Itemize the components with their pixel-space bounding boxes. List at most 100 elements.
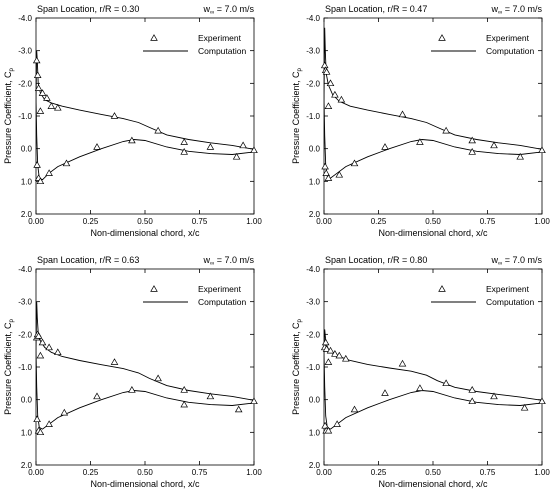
x-tick-label: 1.00 (246, 468, 262, 477)
experiment-point (326, 79, 335, 87)
experiment-point (324, 102, 333, 109)
y-axis-label: Pressure Coefficient, Cp (3, 67, 15, 163)
experiment-point (45, 420, 53, 427)
experiment-point (322, 345, 331, 352)
y-axis-label: Pressure Coefficient, Cp (3, 318, 15, 414)
experiment-point (154, 374, 162, 382)
y-tick-label: -1.0 (18, 363, 32, 372)
experiment-point (490, 141, 498, 149)
experiment-point (335, 351, 344, 359)
x-tick-label: 0.75 (480, 217, 496, 226)
experiment-point (442, 126, 450, 134)
experiment-point (468, 385, 477, 393)
chart-panel-1: Span Location, r/R = 0.30 w∞ = 7.0 m/s -4.… (3, 4, 262, 238)
computation-lower-curve (36, 99, 254, 181)
y-tick-label: -4.0 (306, 265, 320, 274)
x-tick-label: 0.50 (425, 468, 441, 477)
y-tick-label: -3.0 (306, 47, 320, 56)
experiment-point (324, 174, 333, 181)
y-tick-label: 0.0 (21, 145, 33, 154)
experiment-point (333, 420, 341, 427)
y-tick-label: -1.0 (18, 112, 32, 121)
experiment-point (38, 89, 47, 96)
y-tick-label: 0.0 (309, 396, 321, 405)
x-tick-label: 0.75 (192, 468, 208, 477)
legend-experiment: Experiment (486, 284, 530, 294)
experiment-point (381, 389, 389, 396)
experiment-point (468, 136, 477, 144)
experiment-point (36, 177, 45, 185)
experiment-point (110, 112, 119, 119)
legend-triangle-icon (438, 285, 446, 292)
experiment-point (442, 379, 450, 387)
x-tick-label: 0.50 (137, 468, 153, 477)
experiment-point (128, 385, 136, 393)
x-tick-label: 0.50 (425, 217, 441, 226)
experiment-point (33, 161, 41, 168)
experiment-point (34, 332, 43, 339)
experiment-point (33, 415, 41, 423)
legend-computation: Computation (198, 297, 246, 307)
x-tick-label: 0.00 (28, 468, 44, 477)
experiment-point (321, 421, 329, 429)
y-tick-label: -4.0 (306, 14, 320, 23)
y-tick-label: -1.0 (306, 363, 320, 372)
computation-lower-curve (324, 353, 542, 430)
y-tick-label: -2.0 (18, 330, 32, 339)
x-tick-label: 0.25 (83, 217, 99, 226)
experiment-point (490, 392, 498, 400)
x-tick-label: 1.00 (534, 468, 550, 477)
x-tick-label: 0.00 (28, 217, 44, 226)
y-tick-label: -1.0 (306, 112, 320, 121)
legend-triangle-icon (438, 34, 446, 41)
experiment-point (93, 392, 101, 400)
x-tick-label: 0.00 (316, 468, 332, 477)
experiment-point (53, 348, 62, 356)
experiment-point (350, 405, 359, 413)
experiment-point (416, 384, 424, 391)
y-tick-label: 2.0 (309, 461, 321, 470)
y-tick-label: 1.0 (309, 177, 321, 186)
y-tick-label: -4.0 (18, 265, 32, 274)
x-tick-label: 0.25 (83, 468, 99, 477)
chart-panel-2: Span Location, r/R = 0.47 w∞ = 7.0 m/s -4.… (291, 4, 550, 238)
experiment-point (538, 146, 546, 154)
y-tick-label: 1.0 (21, 428, 33, 437)
experiment-point (45, 169, 53, 176)
chart-title: Span Location, r/R = 0.80 (325, 255, 427, 265)
x-axis-label: Non-dimensional chord, x/c (378, 479, 488, 489)
experiment-point (53, 103, 62, 111)
experiment-point (62, 159, 71, 167)
experiment-point (180, 400, 189, 408)
y-tick-label: 0.0 (21, 396, 33, 405)
x-tick-label: 0.25 (371, 468, 387, 477)
legend-computation: Computation (198, 46, 246, 56)
experiment-point (335, 170, 344, 178)
experiment-point (322, 169, 331, 176)
y-tick-label: -4.0 (18, 14, 32, 23)
experiment-point (110, 358, 119, 365)
experiment-point (468, 147, 477, 155)
x-axis-label: Non-dimensional chord, x/c (90, 228, 200, 238)
y-axis-label: Pressure Coefficient, Cp (291, 67, 303, 163)
experiment-point (206, 143, 215, 150)
y-tick-label: 2.0 (309, 210, 321, 219)
experiment-point (350, 159, 359, 167)
experiment-point (520, 403, 529, 411)
y-axis-label: Pressure Coefficient, Cp (291, 318, 303, 414)
experiment-point (331, 90, 339, 98)
y-tick-label: -3.0 (18, 47, 32, 56)
experiment-point (321, 338, 330, 346)
speed-label: w∞ = 7.0 m/s (202, 4, 254, 16)
experiment-point (180, 138, 189, 145)
x-tick-label: 0.75 (192, 217, 208, 226)
experiment-point (381, 143, 389, 150)
y-tick-label: -2.0 (306, 79, 320, 88)
experiment-point (43, 94, 51, 101)
experiment-point (33, 71, 42, 78)
speed-label: w∞ = 7.0 m/s (490, 255, 542, 267)
computation-lower-curve (36, 350, 254, 430)
legend-experiment: Experiment (198, 33, 242, 43)
y-tick-label: -2.0 (18, 79, 32, 88)
